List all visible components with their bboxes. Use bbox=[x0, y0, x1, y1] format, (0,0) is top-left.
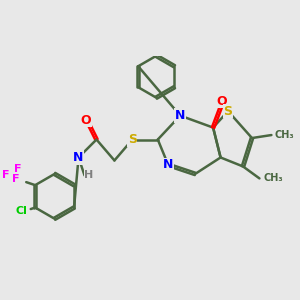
Text: CH₃: CH₃ bbox=[275, 130, 295, 140]
Text: O: O bbox=[217, 95, 227, 108]
Text: F: F bbox=[14, 164, 21, 174]
Text: N: N bbox=[74, 151, 84, 164]
Text: CH₃: CH₃ bbox=[264, 173, 284, 183]
Text: N: N bbox=[175, 109, 185, 122]
Text: O: O bbox=[81, 114, 91, 127]
Text: N: N bbox=[163, 158, 173, 172]
Text: S: S bbox=[128, 133, 137, 146]
Text: S: S bbox=[224, 105, 232, 118]
Text: H: H bbox=[84, 170, 94, 180]
Text: F: F bbox=[2, 170, 9, 180]
Text: F: F bbox=[12, 174, 20, 184]
Text: Cl: Cl bbox=[16, 206, 28, 215]
